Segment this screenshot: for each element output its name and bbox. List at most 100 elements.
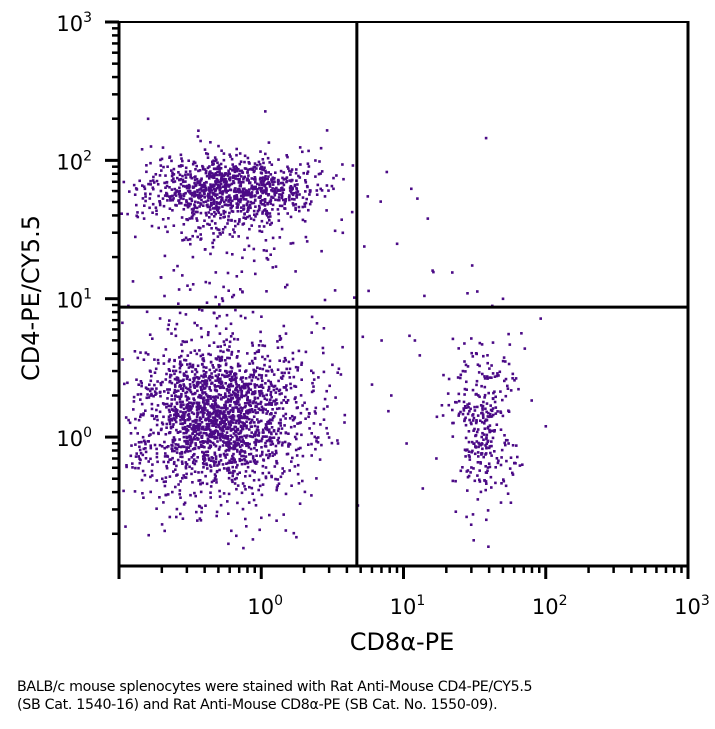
cd4-event-dot [203, 168, 207, 171]
cd4-event-dot [305, 197, 308, 201]
dn-event-dot [294, 401, 298, 404]
dn-event-dot [293, 465, 297, 468]
dn-event-dot [206, 454, 210, 457]
cd8-event-dot [516, 455, 519, 459]
cd4-event-dot [288, 189, 292, 192]
dn-event-dot [225, 313, 229, 317]
dn-event-dot [243, 434, 246, 438]
dn-event-dot [199, 404, 202, 408]
cd8-event-dot [487, 545, 490, 548]
dn-event-dot [248, 428, 251, 431]
dn-event-dot [249, 460, 252, 463]
cd8-event-dot [481, 408, 484, 411]
cd4-event-dot [184, 173, 187, 177]
cd4-event-dot [233, 195, 236, 198]
dn-event-dot [195, 432, 199, 436]
dn-event-dot [193, 321, 196, 325]
cd4-event-dot [294, 206, 297, 210]
dn-event-dot [240, 394, 243, 397]
cd4-event-dot [235, 153, 238, 157]
cd4-event-dot [219, 167, 223, 170]
dn-event-dot [245, 391, 249, 394]
dn-event-dot [253, 356, 257, 360]
cd8-event-dot [486, 425, 490, 429]
dn-event-dot [163, 455, 167, 458]
dn-event-dot [158, 443, 162, 447]
dn-event-dot [184, 466, 188, 470]
dn-event-dot [231, 465, 234, 469]
cd4-event-dot [206, 194, 209, 198]
dn-event-dot [142, 413, 145, 417]
dn-event-dot [142, 412, 145, 415]
cd4-event-dot [193, 181, 196, 185]
dn-event-dot [185, 390, 189, 394]
cd8-event-dot [475, 392, 478, 396]
dn-event-dot [235, 376, 238, 379]
cd4-event-dot [133, 193, 137, 196]
dn-event-dot [213, 370, 216, 373]
dn-event-dot [273, 453, 276, 456]
cd4-event-dot [234, 197, 238, 200]
cd8-event-dot [483, 427, 487, 430]
cd8-event-dot [490, 364, 493, 367]
dn-event-dot [213, 443, 216, 446]
cd4-event-dot [262, 181, 265, 185]
dn-event-dot [222, 429, 225, 433]
cd4-event-dot [239, 200, 242, 204]
cd4-event-dot [273, 189, 277, 193]
outlier-event-dot [366, 195, 370, 198]
cd4-event-dot [296, 183, 299, 186]
dn-event-dot [260, 376, 263, 380]
dn-event-dot [251, 390, 254, 394]
cd4-event-dot [320, 170, 324, 173]
cd4-event-dot [269, 215, 272, 218]
cd4-event-dot [233, 231, 236, 234]
dn-event-dot [221, 421, 224, 424]
cd4-event-dot [179, 193, 182, 196]
dn-event-dot [133, 350, 137, 353]
cd4-event-dot [142, 185, 146, 188]
dn-event-dot [230, 353, 233, 356]
cd4-event-dot [229, 188, 233, 192]
cd4-event-dot [310, 200, 313, 203]
dn-event-dot [233, 477, 237, 481]
cd4-event-dot [295, 196, 299, 199]
dn-event-dot [179, 512, 182, 516]
dn-event-dot [254, 504, 258, 507]
dn-event-dot [152, 431, 155, 435]
cd8-event-dot [504, 377, 508, 381]
dn-event-dot [160, 421, 164, 424]
cd4-event-dot [235, 202, 238, 205]
cd4-event-dot [204, 248, 207, 251]
dn-event-dot [261, 483, 265, 486]
cd4-event-dot [257, 160, 261, 164]
dn-event-dot [141, 453, 145, 457]
dn-event-dot [213, 453, 217, 456]
cd4-event-dot [219, 182, 223, 186]
cd4-event-dot [262, 225, 266, 228]
dn-event-dot [182, 431, 185, 435]
cd4-event-dot [271, 189, 275, 193]
dn-event-dot [288, 469, 291, 472]
dn-event-dot [196, 438, 199, 441]
dn-event-dot [215, 419, 219, 422]
dn-event-dot [241, 438, 244, 441]
caption-line-2: (SB Cat. 1540-16) and Rat Anti-Mouse CD8… [17, 697, 498, 713]
dn-event-dot [226, 436, 229, 439]
cd4-event-dot [220, 149, 223, 152]
dn-event-dot [308, 427, 311, 430]
dn-event-dot [179, 496, 182, 499]
dn-event-dot [280, 371, 284, 375]
dn-event-dot [243, 485, 246, 488]
outlier-event-dot [314, 159, 317, 162]
dn-event-dot [256, 366, 259, 369]
dn-event-dot [188, 425, 191, 429]
cd8-event-dot [479, 419, 482, 422]
cd8-event-dot [475, 430, 479, 434]
dn-event-dot [215, 368, 218, 372]
cd4-event-dot [170, 159, 173, 163]
cd4-event-dot [197, 194, 200, 197]
cd4-event-dot [201, 167, 205, 171]
dn-event-dot [224, 449, 227, 453]
dn-event-dot [245, 426, 248, 430]
